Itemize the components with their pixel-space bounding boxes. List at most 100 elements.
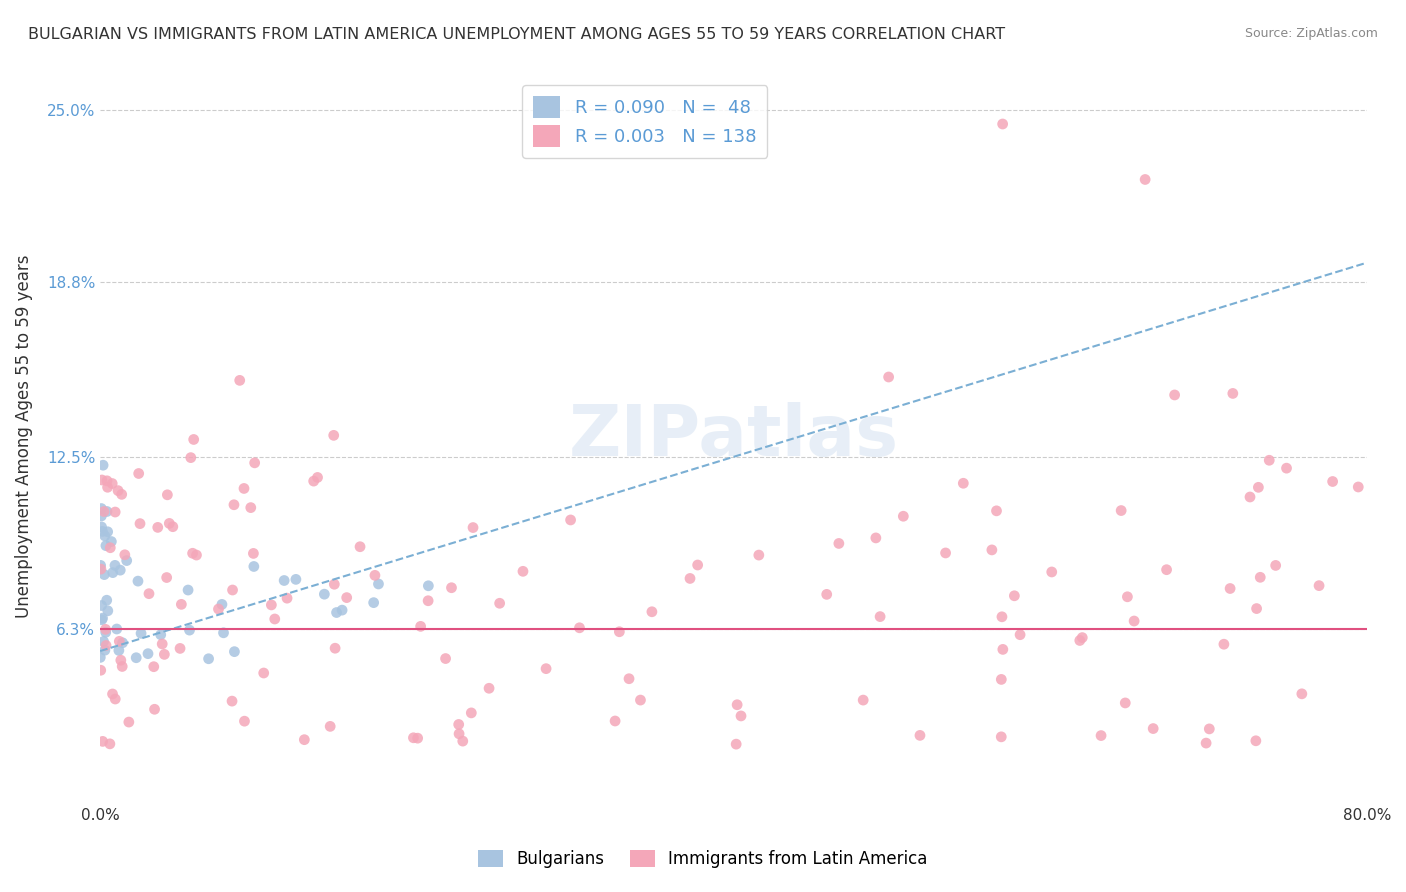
Point <box>641 605 664 619</box>
Point <box>367 577 389 591</box>
Point <box>1275 461 1298 475</box>
Point <box>89 650 111 665</box>
Point <box>325 606 347 620</box>
Point <box>560 513 582 527</box>
Point <box>449 727 471 741</box>
Point <box>243 456 266 470</box>
Point <box>1308 579 1330 593</box>
Point <box>96 593 118 607</box>
Point <box>488 596 510 610</box>
Point <box>90 501 112 516</box>
Point <box>260 598 283 612</box>
Point <box>96 474 118 488</box>
Point <box>221 694 243 708</box>
Point <box>90 558 112 573</box>
Point <box>108 634 131 648</box>
Point <box>156 488 179 502</box>
Point <box>679 571 702 585</box>
Point <box>94 529 117 543</box>
Point <box>1069 633 1091 648</box>
Point <box>409 619 432 633</box>
Point <box>222 498 245 512</box>
Point <box>461 520 484 534</box>
Point <box>94 623 117 637</box>
Point <box>114 548 136 562</box>
Point <box>1071 631 1094 645</box>
Point <box>1239 490 1261 504</box>
Point <box>323 577 346 591</box>
Point <box>1040 565 1063 579</box>
Point <box>1116 590 1139 604</box>
Point <box>111 487 134 501</box>
Point <box>986 504 1008 518</box>
Point <box>302 474 325 488</box>
Point <box>292 732 315 747</box>
Text: BULGARIAN VS IMMIGRANTS FROM LATIN AMERICA UNEMPLOYMENT AMONG AGES 55 TO 59 YEAR: BULGARIAN VS IMMIGRANTS FROM LATIN AMERI… <box>28 27 1005 42</box>
Point <box>253 665 276 680</box>
Point <box>1010 628 1032 642</box>
Point <box>991 642 1014 657</box>
Point <box>1133 172 1156 186</box>
Point <box>460 706 482 720</box>
Point <box>90 562 112 576</box>
Point <box>91 734 114 748</box>
Point <box>865 531 887 545</box>
Point <box>180 450 202 465</box>
Point <box>1264 558 1286 573</box>
Point <box>243 559 266 574</box>
Point <box>127 574 149 588</box>
Point <box>93 567 115 582</box>
Point <box>336 591 359 605</box>
Point <box>815 587 838 601</box>
Point <box>110 653 132 667</box>
Point <box>94 639 117 653</box>
Point <box>221 582 243 597</box>
Point <box>512 564 534 578</box>
Point <box>447 717 470 731</box>
Point <box>1244 733 1267 747</box>
Point <box>100 534 122 549</box>
Point <box>1123 614 1146 628</box>
Point <box>101 476 124 491</box>
Point <box>233 482 256 496</box>
Point <box>97 480 120 494</box>
Point <box>323 641 346 656</box>
Point <box>169 641 191 656</box>
Point <box>908 728 931 742</box>
Point <box>91 458 114 473</box>
Point <box>406 731 429 746</box>
Point <box>478 681 501 696</box>
Point <box>440 581 463 595</box>
Point <box>991 117 1014 131</box>
Point <box>1198 722 1220 736</box>
Point <box>107 483 129 498</box>
Point <box>118 714 141 729</box>
Point <box>990 730 1012 744</box>
Point <box>1222 386 1244 401</box>
Point <box>224 645 246 659</box>
Point <box>568 621 591 635</box>
Point <box>97 604 120 618</box>
Point <box>319 719 342 733</box>
Point <box>364 568 387 582</box>
Point <box>101 687 124 701</box>
Point <box>197 652 219 666</box>
Point <box>90 508 112 523</box>
Point <box>1246 601 1268 615</box>
Point <box>211 598 233 612</box>
Point <box>609 624 631 639</box>
Point <box>98 541 121 555</box>
Legend: Bulgarians, Immigrants from Latin America: Bulgarians, Immigrants from Latin Americ… <box>472 843 934 875</box>
Point <box>105 622 128 636</box>
Point <box>828 536 851 550</box>
Point <box>136 647 159 661</box>
Point <box>90 613 112 627</box>
Point <box>91 524 114 539</box>
Point <box>877 370 900 384</box>
Point <box>242 546 264 560</box>
Point <box>181 546 204 560</box>
Point <box>991 609 1014 624</box>
Point <box>115 553 138 567</box>
Point <box>162 519 184 533</box>
Y-axis label: Unemployment Among Ages 55 to 59 years: Unemployment Among Ages 55 to 59 years <box>15 254 32 618</box>
